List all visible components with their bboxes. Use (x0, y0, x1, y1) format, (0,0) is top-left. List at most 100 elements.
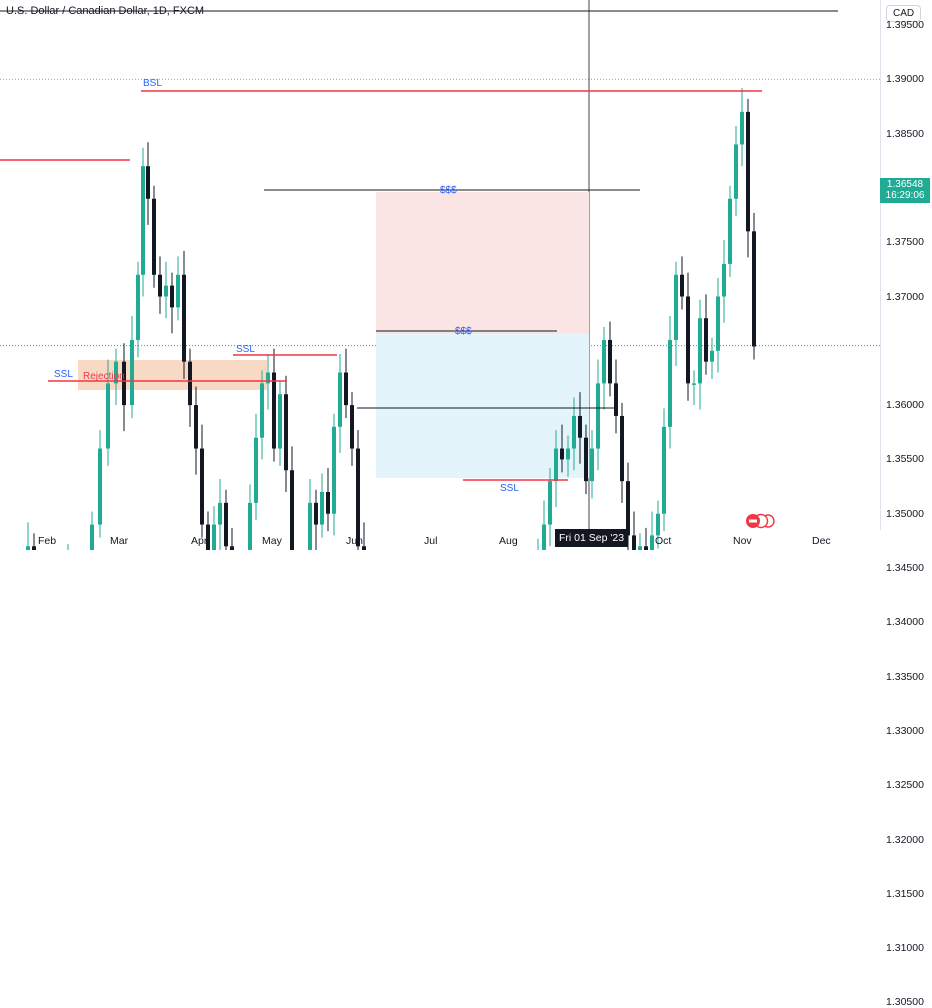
price-tick-label: 1.35500 (886, 453, 924, 466)
candle (114, 348, 118, 406)
candle-body (176, 274, 180, 308)
candle (158, 256, 162, 314)
candle-body (572, 415, 576, 449)
candle (130, 316, 134, 419)
candle (141, 147, 145, 297)
candle (740, 87, 744, 167)
symbol-title: U.S. Dollar / Canadian Dollar, 1D, FXCM (6, 5, 205, 17)
candle (620, 402, 624, 503)
economic-events-icon[interactable] (744, 513, 778, 529)
candle-body (638, 546, 642, 550)
dollars-top-label: $$$ (440, 185, 457, 196)
candle-body (728, 198, 732, 264)
candle (344, 348, 348, 419)
candle-body (668, 339, 672, 427)
candle-body (710, 350, 714, 362)
candle-body (164, 285, 168, 297)
candle (650, 511, 654, 550)
candle (692, 370, 696, 406)
candle (212, 506, 216, 550)
candle-body (326, 491, 330, 514)
dollars-mid-label: $$$ (455, 326, 472, 337)
price-tick-label: 1.36000 (886, 399, 924, 412)
current-price-label: 1.36548 16:29:06 (880, 178, 930, 203)
candle (656, 500, 660, 549)
candle-body (182, 274, 186, 362)
candle (248, 484, 252, 550)
time-tick-label: Dec (812, 535, 831, 547)
candle-body (722, 263, 726, 297)
price-tick-label: 1.37000 (886, 290, 924, 303)
candle-body (584, 437, 588, 482)
candle-body (122, 361, 126, 406)
candle-body (32, 546, 36, 550)
candle-body (266, 372, 270, 384)
ssl-apr-label: SSL (236, 344, 255, 355)
candle-body (578, 415, 582, 438)
candle-body (752, 231, 756, 347)
time-tick-label: Jun (346, 535, 363, 547)
candle-body (542, 524, 546, 550)
candle (284, 375, 288, 492)
chart-canvas[interactable] (0, 0, 932, 550)
candle (590, 430, 594, 499)
candle-body (362, 546, 366, 550)
price-axis[interactable] (880, 0, 932, 530)
candle (537, 538, 539, 550)
candle-body (114, 361, 118, 384)
candle (554, 430, 558, 508)
candle (542, 500, 546, 550)
candle (218, 478, 222, 550)
price-tick-label: 1.33000 (886, 724, 924, 737)
candle-body (188, 361, 192, 406)
candle-body (260, 383, 264, 438)
price-tick-label: 1.37500 (886, 236, 924, 249)
price-tick-label: 1.32500 (886, 779, 924, 792)
candle-body (146, 166, 150, 199)
candle-body (98, 448, 102, 525)
candle-body (212, 524, 216, 550)
candle-body (308, 502, 312, 550)
time-tick-label: Oct (655, 535, 672, 547)
candle (722, 240, 726, 323)
candle (734, 125, 738, 217)
candle (67, 544, 69, 550)
candle-body (644, 546, 648, 550)
candle (254, 413, 258, 521)
candle (578, 392, 582, 464)
countdown-timer: 16:29:06 (885, 190, 925, 201)
price-tick-label: 1.39500 (886, 19, 924, 31)
candle (752, 212, 756, 360)
candle (668, 316, 672, 449)
candle-body (704, 318, 708, 362)
candle (224, 489, 228, 550)
candle-body (560, 448, 564, 460)
price-tick-label: 1.38500 (886, 127, 924, 140)
time-tick-label: Jul (424, 535, 438, 547)
candle (566, 435, 570, 477)
bsl-label: BSL (143, 78, 162, 89)
candle (614, 359, 618, 434)
candle (200, 424, 204, 538)
candle-body (200, 448, 204, 525)
candle (136, 261, 140, 358)
candle-body (650, 535, 654, 550)
candle-body (686, 296, 690, 384)
candle-body (314, 502, 318, 525)
candle-body (692, 383, 696, 385)
candle-body (320, 491, 324, 525)
candle-body (608, 339, 612, 384)
time-tick-label: Apr (191, 535, 208, 547)
candle (290, 446, 294, 550)
candle (90, 511, 94, 550)
candle-body (350, 405, 354, 449)
candle (632, 511, 636, 550)
price-tick-label: 1.32000 (886, 833, 924, 846)
price-tick-label: 1.31500 (886, 887, 924, 900)
currency-button[interactable]: CAD (886, 5, 922, 22)
price-tick-label: 1.39000 (886, 73, 924, 86)
candle-body (290, 470, 294, 550)
candle (266, 354, 270, 410)
candle (710, 337, 714, 380)
candle (746, 98, 750, 258)
